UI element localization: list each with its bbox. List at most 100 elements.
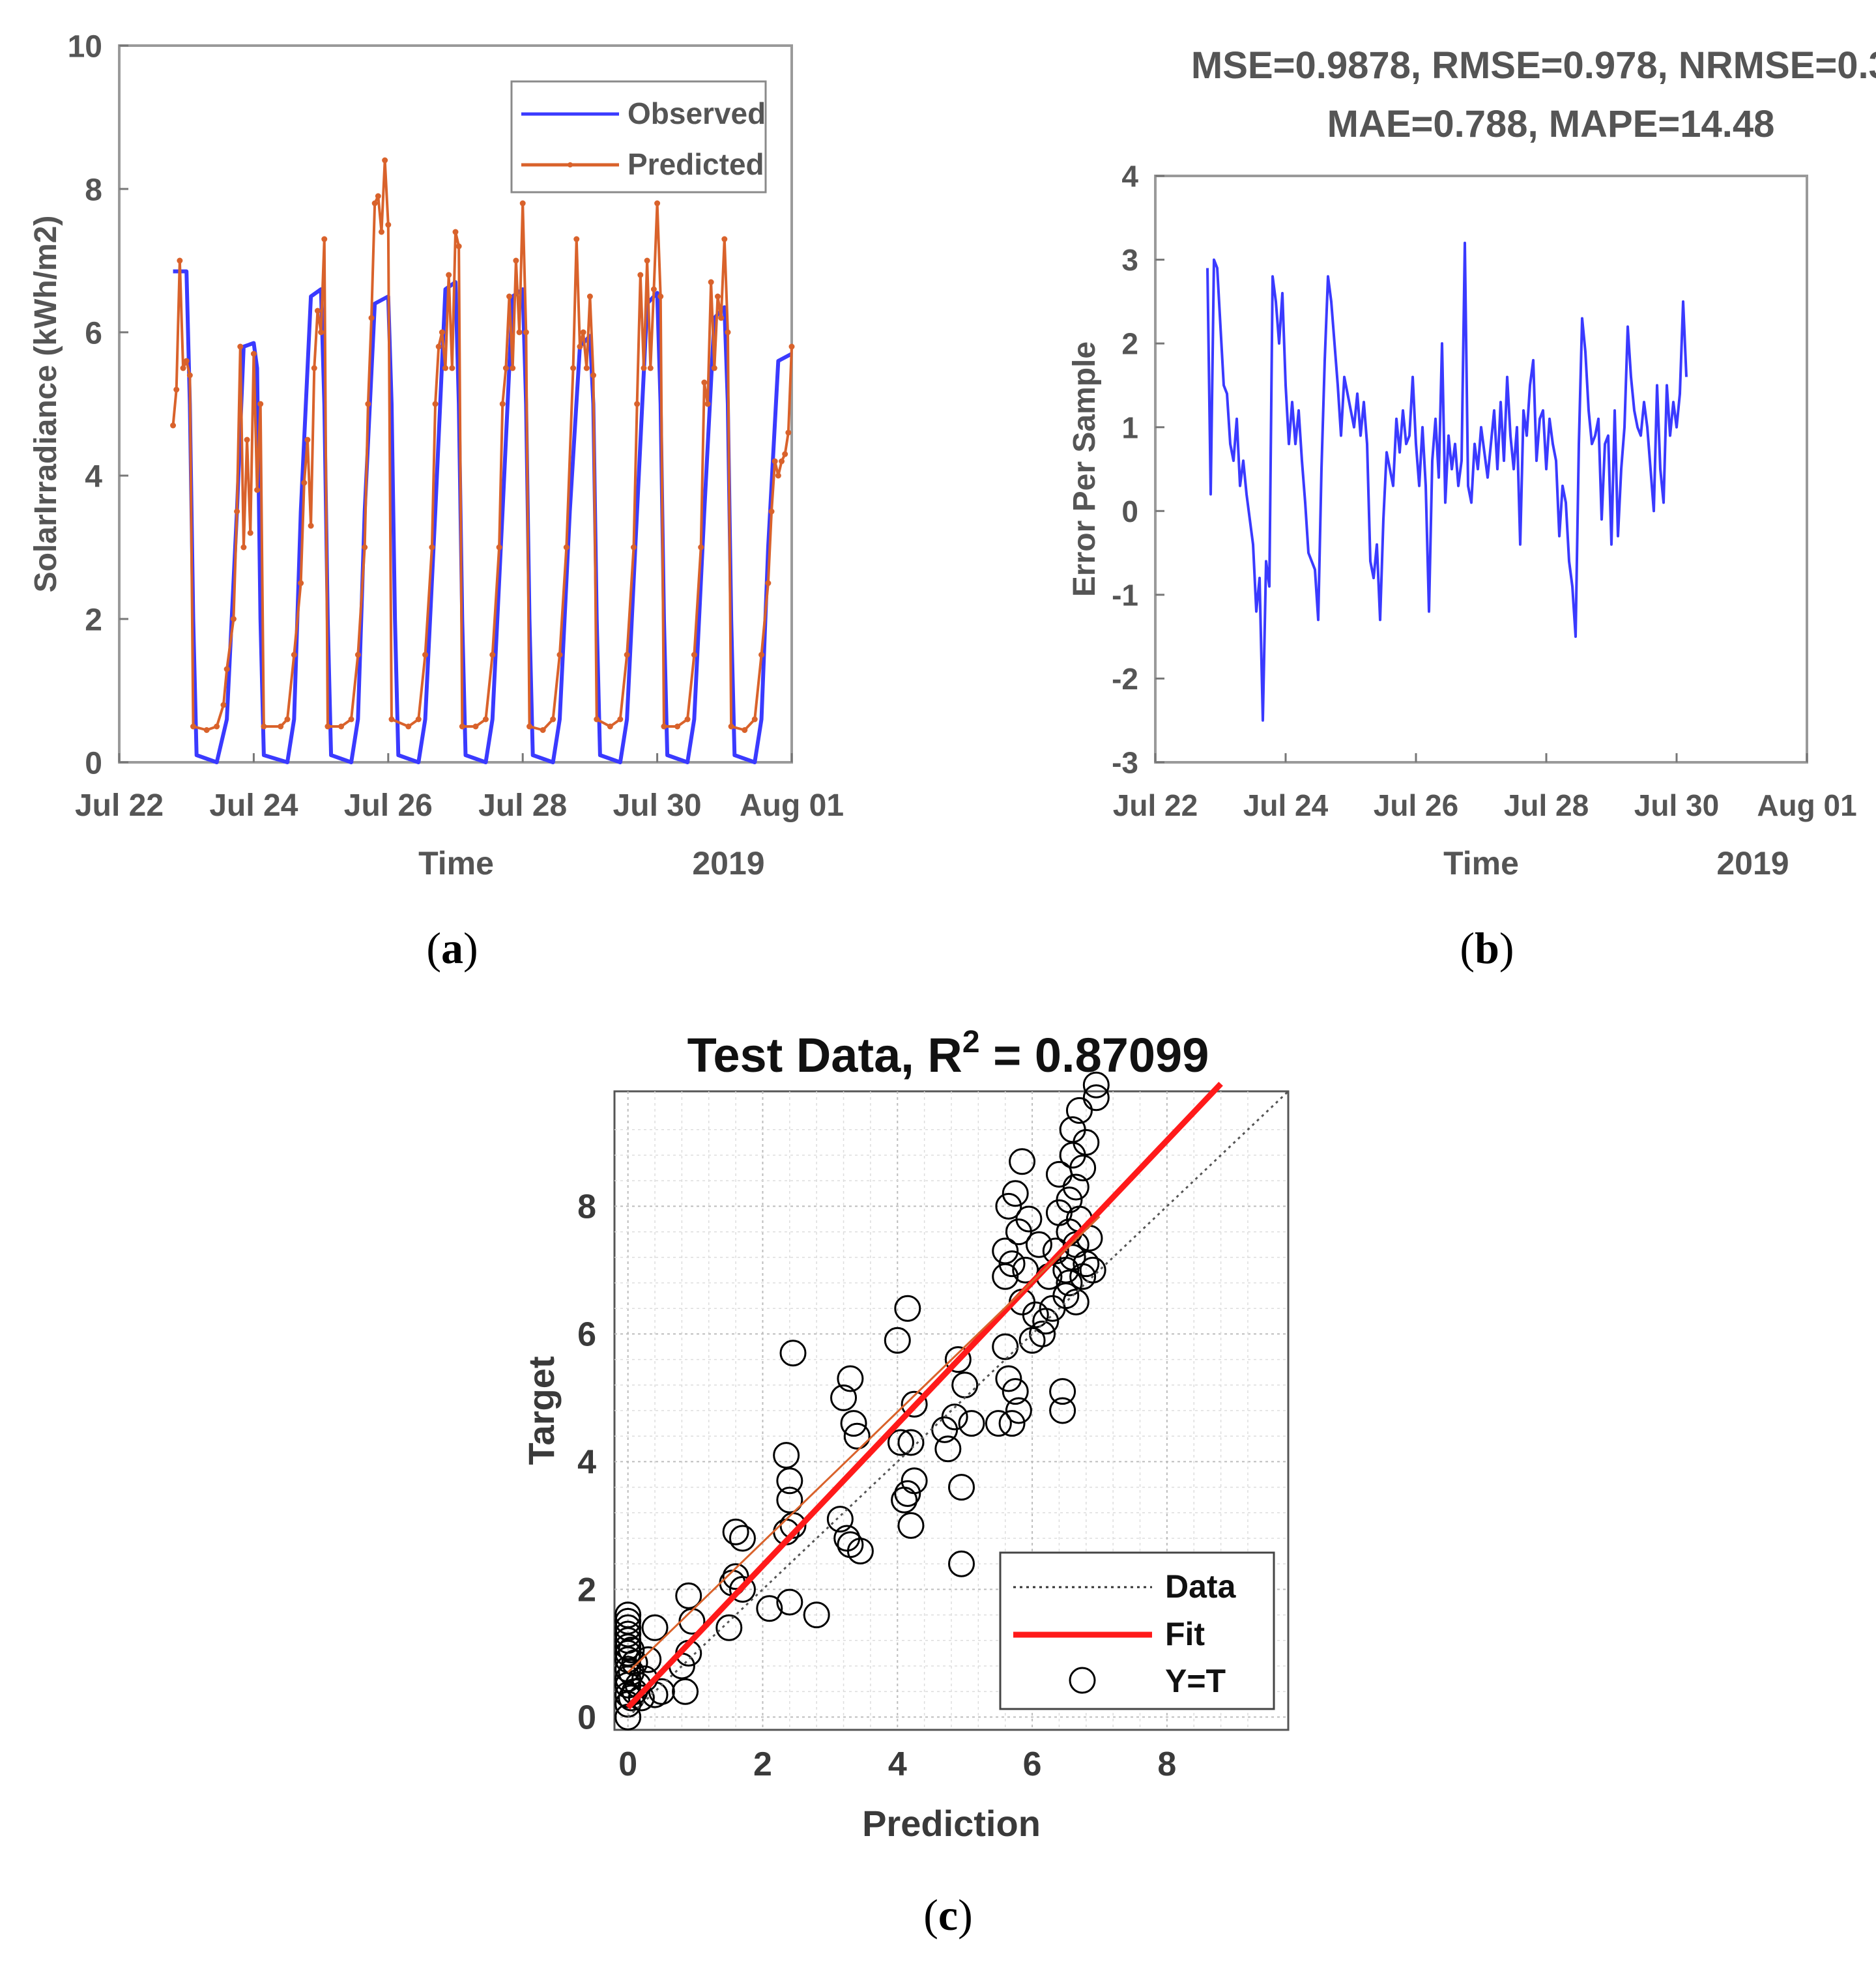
predicted-point xyxy=(496,544,502,551)
predicted-point xyxy=(173,386,180,393)
predicted-point xyxy=(220,702,227,708)
predicted-point xyxy=(570,365,577,371)
predicted-point xyxy=(550,716,556,723)
panel-a-legend: Observed Predicted xyxy=(510,80,767,194)
panel-b-year-label: 2019 xyxy=(1716,845,1789,882)
scatter-point xyxy=(1002,1378,1029,1405)
scatter-point xyxy=(901,1390,928,1418)
predicted-point xyxy=(422,652,429,658)
predicted-point xyxy=(301,480,308,486)
scatter-point xyxy=(779,1340,807,1367)
scatter-point xyxy=(944,1346,972,1373)
predicted-point xyxy=(378,229,384,235)
predicted-point xyxy=(298,580,304,586)
predicted-point xyxy=(674,723,681,730)
predicted-point xyxy=(637,272,644,278)
predicted-point xyxy=(728,723,734,730)
fit-inner-line xyxy=(627,1216,1101,1673)
scatter-point xyxy=(628,1684,655,1712)
y-tick-label: -3 xyxy=(1112,746,1138,780)
panel-c-title-superscript: 2 xyxy=(962,1025,980,1059)
x-tick-label: Jul 26 xyxy=(344,788,433,823)
scatter-point xyxy=(756,1595,783,1622)
panel-a-axis-ticks: 0 2 4 6 8 10 Jul 22 Jul 24 Jul 26 Jul 28 Jul 30 Aug… xyxy=(68,29,844,823)
panel-c-legend-box xyxy=(999,1551,1275,1710)
predicted-point xyxy=(765,580,772,586)
predicted-point xyxy=(725,329,731,336)
caption-b-letter: b xyxy=(1475,923,1499,973)
scatter-point xyxy=(648,1678,675,1705)
predicted-point xyxy=(439,329,445,336)
panel-a-x-axis-label: Time xyxy=(418,845,494,882)
scatter-point xyxy=(884,1327,911,1354)
x-tick-label: Jul 28 xyxy=(478,788,567,823)
predicted-point xyxy=(577,343,583,350)
y-tick-label: 6 xyxy=(577,1315,596,1353)
predicted-point xyxy=(250,351,257,357)
predicted-point xyxy=(190,723,197,730)
predicted-point xyxy=(634,401,641,407)
scatter-point xyxy=(722,1563,749,1590)
legend-predicted-label: Predicted xyxy=(628,147,764,181)
panel-c-y-axis-label: Target xyxy=(521,1357,562,1465)
predicted-point xyxy=(170,422,177,429)
predicted-point xyxy=(435,343,442,350)
scatter-point xyxy=(675,1582,702,1609)
panel-b-title-metrics-line2: MAE=0.788, MAPE=14.48 xyxy=(1327,103,1775,145)
predicted-point xyxy=(321,236,328,242)
predicted-point xyxy=(758,652,765,658)
scatter-point xyxy=(897,1429,925,1456)
series-observed-line xyxy=(173,269,793,764)
y-tick-label: 0 xyxy=(577,1699,596,1736)
predicted-point xyxy=(261,723,267,730)
scatter-point xyxy=(941,1403,968,1431)
scatter-point xyxy=(614,1601,642,1629)
predicted-point xyxy=(590,372,597,379)
panel-a-year-label: 2019 xyxy=(692,845,764,882)
predicted-point xyxy=(338,723,345,730)
predicted-point xyxy=(405,723,412,730)
scatter-point xyxy=(840,1410,867,1437)
predicted-point xyxy=(244,437,250,443)
y-tick-label: 0 xyxy=(85,746,102,781)
scatter-point xyxy=(1052,1256,1080,1284)
caption-c: (c) xyxy=(923,1890,973,1940)
y-tick-label: 6 xyxy=(85,316,102,351)
predicted-point xyxy=(348,716,354,723)
scatter-point xyxy=(1082,1084,1110,1112)
y-tick-label: 8 xyxy=(85,173,102,207)
x-tick-label: 0 xyxy=(618,1745,637,1783)
scatter-point xyxy=(1073,1128,1100,1156)
predicted-point xyxy=(311,365,317,371)
predicted-point xyxy=(523,329,529,336)
predicted-point xyxy=(257,401,264,407)
fit-line xyxy=(626,1082,1223,1710)
predicted-point xyxy=(449,365,455,371)
predicted-point xyxy=(180,365,186,371)
predicted-point xyxy=(186,372,193,379)
predicted-point xyxy=(657,293,664,300)
scatter-point xyxy=(715,1614,743,1641)
x-tick-label: Jul 30 xyxy=(1634,788,1719,822)
legend-observed-label: Observed xyxy=(628,96,766,130)
scatter-point xyxy=(1082,1071,1110,1098)
predicted-point xyxy=(704,401,711,407)
scatter-point xyxy=(1005,1397,1032,1424)
predicted-point xyxy=(772,458,778,465)
x-tick-label: Jul 24 xyxy=(1243,788,1329,822)
y-tick-label: -1 xyxy=(1112,578,1138,612)
predicted-point xyxy=(489,652,496,658)
scatter-point xyxy=(894,1295,921,1322)
predicted-point xyxy=(230,616,237,622)
predicted-point xyxy=(254,487,261,493)
predicted-point xyxy=(354,652,361,658)
x-tick-label: Jul 26 xyxy=(1374,788,1458,822)
predicted-point xyxy=(540,727,546,733)
predicted-point xyxy=(701,379,708,386)
panel-b-x-axis-label: Time xyxy=(1443,845,1519,882)
predicted-point xyxy=(742,727,748,733)
legend-predicted-marker xyxy=(568,162,573,167)
predicted-point xyxy=(775,472,781,479)
predicted-point xyxy=(714,293,721,300)
